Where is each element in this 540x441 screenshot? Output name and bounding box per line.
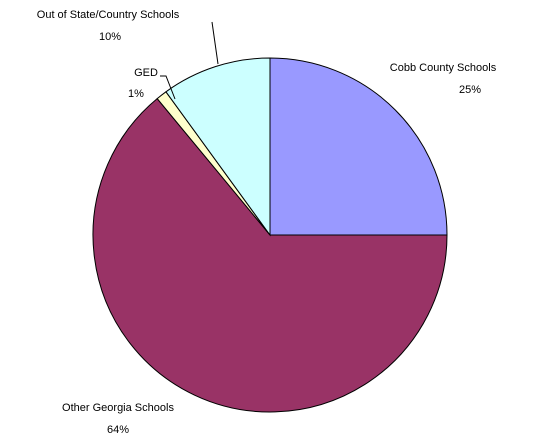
leader-lines xyxy=(160,21,219,100)
slice-percent-ged: 1% xyxy=(128,88,144,100)
pie-slice-other-georgia-schools xyxy=(92,97,448,413)
slice-label-other-georgia: Other Georgia Schools xyxy=(62,402,174,414)
slice-percent-other-georgia: 64% xyxy=(107,424,129,436)
leader-line-out-of-state xyxy=(211,21,219,65)
slice-labels: Cobb County Schools 25% Other Georgia Sc… xyxy=(37,9,497,436)
pie-slices xyxy=(92,57,448,413)
slice-percent-out-of-state: 10% xyxy=(99,31,121,43)
pie-slice-out-of-state-country-schools xyxy=(165,57,271,237)
slice-percent-cobb-county: 25% xyxy=(459,84,481,96)
slice-label-ged: GED xyxy=(134,67,158,79)
leader-line-ged xyxy=(160,75,176,100)
slice-label-cobb-county: Cobb County Schools xyxy=(390,62,497,74)
pie-slice-cobb-county-schools xyxy=(269,57,448,236)
slice-label-out-of-state: Out of State/Country Schools xyxy=(37,9,180,21)
